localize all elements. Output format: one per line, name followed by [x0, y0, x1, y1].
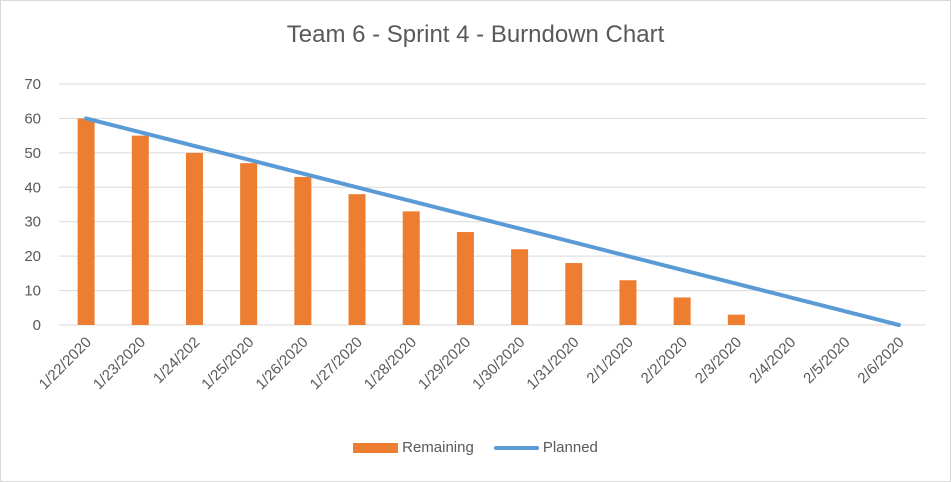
bar-remaining — [511, 249, 529, 325]
y-tick-label: 40 — [24, 179, 41, 196]
legend-label-planned: Planned — [542, 439, 598, 456]
bar-remaining — [348, 194, 366, 325]
bar-remaining — [402, 211, 420, 325]
x-tick-label: 2/1/2020 — [583, 334, 636, 387]
y-tick-label: 50 — [24, 145, 41, 162]
line-planned — [84, 116, 901, 327]
bar-remaining — [240, 163, 258, 325]
bar-remaining — [565, 263, 583, 325]
legend-item-remaining: Remaining — [353, 439, 474, 456]
bar-remaining — [727, 314, 745, 325]
bar-remaining — [673, 297, 691, 325]
x-tick-label: 2/3/2020 — [692, 334, 745, 387]
bar-remaining — [185, 152, 203, 325]
y-tick-label: 60 — [24, 110, 41, 127]
x-tick-label: 2/5/2020 — [800, 334, 853, 387]
x-tick-label: 1/29/2020 — [415, 334, 474, 393]
legend-item-planned: Planned — [493, 439, 598, 456]
y-tick-label: 10 — [24, 283, 41, 300]
x-tick-label: 1/31/2020 — [523, 334, 582, 393]
bar-remaining — [456, 232, 474, 325]
legend-swatch-remaining — [353, 442, 399, 453]
bar-remaining — [77, 118, 95, 325]
x-tick-label: 2/2/2020 — [638, 334, 691, 387]
x-tick-label: 1/25/2020 — [198, 334, 257, 393]
x-tick-label: 2/4/2020 — [746, 334, 799, 387]
y-tick-label: 20 — [24, 248, 41, 265]
chart-title: Team 6 - Sprint 4 - Burndown Chart — [286, 21, 665, 48]
x-tick-label: 1/27/2020 — [307, 334, 366, 393]
chart-legend: Remaining Planned — [1, 439, 950, 456]
bar-remaining — [131, 135, 149, 325]
y-tick-label: 70 — [24, 76, 41, 93]
y-tick-label: 30 — [24, 214, 41, 231]
y-tick-label: 0 — [33, 317, 41, 334]
x-tick-label: 1/30/2020 — [469, 334, 528, 393]
bar-remaining — [294, 176, 312, 325]
x-tick-label: 2/6/2020 — [854, 334, 907, 387]
x-tick-label: 1/28/2020 — [361, 334, 420, 393]
x-tick-label: 1/22/2020 — [36, 334, 95, 393]
legend-label-remaining: Remaining — [402, 439, 474, 456]
bar-remaining — [619, 280, 637, 325]
legend-swatch-planned — [493, 445, 539, 450]
x-tick-label: 1/24/202 — [150, 334, 203, 387]
x-tick-label: 1/26/2020 — [252, 334, 311, 393]
x-tick-label: 1/23/2020 — [90, 334, 149, 393]
